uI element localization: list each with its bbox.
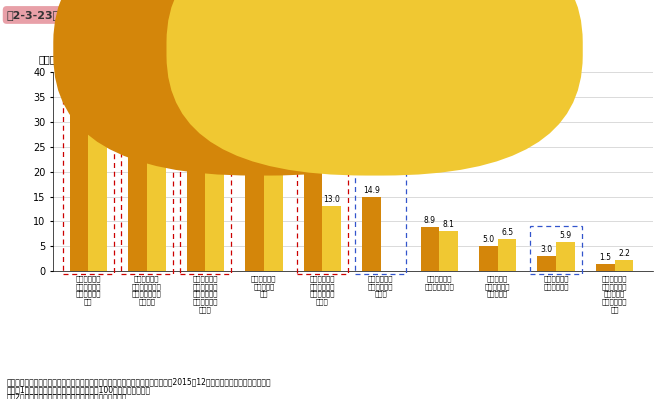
- Bar: [537, 257, 556, 271]
- Text: 14.9: 14.9: [363, 186, 380, 195]
- Text: 第2-3-23図: 第2-3-23図: [7, 10, 60, 20]
- Text: 26.2: 26.2: [246, 130, 263, 138]
- Bar: [205, 166, 224, 271]
- Bar: [355, 150, 406, 274]
- Text: 33.2: 33.2: [129, 95, 146, 104]
- Bar: [296, 147, 348, 274]
- Bar: [147, 126, 166, 271]
- Text: 8.9: 8.9: [424, 216, 436, 225]
- Text: 13.0: 13.0: [323, 196, 340, 204]
- Text: （注）1．複数回答のため、合計は必ずしも100％にはならない。: （注）1．複数回答のため、合計は必ずしも100％にはならない。: [7, 385, 151, 394]
- Bar: [89, 120, 107, 271]
- Bar: [70, 96, 89, 271]
- Text: 2．海外展開投資を行っている企業を集計している。: 2．海外展開投資を行っている企業を集計している。: [7, 393, 127, 399]
- Text: 5.0: 5.0: [482, 235, 494, 244]
- Text: 8.1: 8.1: [443, 220, 454, 229]
- Point: [200, 163, 210, 169]
- Bar: [264, 142, 282, 271]
- Bar: [186, 141, 205, 271]
- Bar: [63, 80, 114, 274]
- Text: 21.8: 21.8: [304, 152, 321, 160]
- Bar: [128, 106, 147, 271]
- Text: 高収益、低収益別に見た海外展開投資のきっかけ: 高収益、低収益別に見た海外展開投資のきっかけ: [103, 10, 279, 23]
- Text: （％）: （％）: [39, 54, 57, 64]
- Bar: [556, 242, 575, 271]
- Bar: [596, 264, 615, 271]
- Text: 35.1: 35.1: [71, 85, 87, 94]
- Text: 3.0: 3.0: [541, 245, 553, 255]
- Bar: [420, 227, 440, 271]
- Text: （n=185）: （n=185）: [388, 47, 432, 58]
- Bar: [615, 261, 633, 271]
- Bar: [180, 124, 231, 274]
- Text: 21.1: 21.1: [206, 155, 223, 164]
- Text: 5.9: 5.9: [559, 231, 571, 240]
- Point: [83, 117, 94, 123]
- Point: [141, 122, 152, 129]
- Bar: [304, 163, 322, 271]
- Text: 6.5: 6.5: [501, 228, 513, 237]
- Bar: [362, 197, 381, 271]
- Text: 29.2: 29.2: [148, 115, 165, 124]
- Text: 30.3: 30.3: [89, 109, 106, 118]
- Text: 全体: 全体: [498, 37, 510, 47]
- Text: （n=202）: （n=202）: [274, 47, 319, 58]
- Text: 資料：中小企業庁委託「中小企業の成長と投資行動に関するアンケート調査」（2015年12月、（株）帝国データバンク）: 資料：中小企業庁委託「中小企業の成長と投資行動に関するアンケート調査」（2015…: [7, 377, 271, 386]
- Bar: [121, 90, 172, 274]
- Bar: [245, 141, 264, 271]
- Text: 25.9: 25.9: [264, 131, 282, 140]
- Bar: [322, 207, 341, 271]
- Text: 26.2: 26.2: [188, 130, 204, 138]
- Text: 高収益企業: 高収益企業: [274, 37, 304, 47]
- Text: 1.5: 1.5: [599, 253, 611, 262]
- Point: [481, 41, 492, 47]
- Bar: [530, 226, 582, 274]
- Text: 2.2: 2.2: [618, 249, 630, 259]
- Bar: [440, 231, 458, 271]
- Bar: [479, 246, 498, 271]
- Text: （n=775）: （n=775）: [498, 47, 543, 58]
- Point: [376, 163, 386, 169]
- Text: 低収益企業: 低収益企業: [388, 37, 417, 47]
- Bar: [498, 239, 516, 271]
